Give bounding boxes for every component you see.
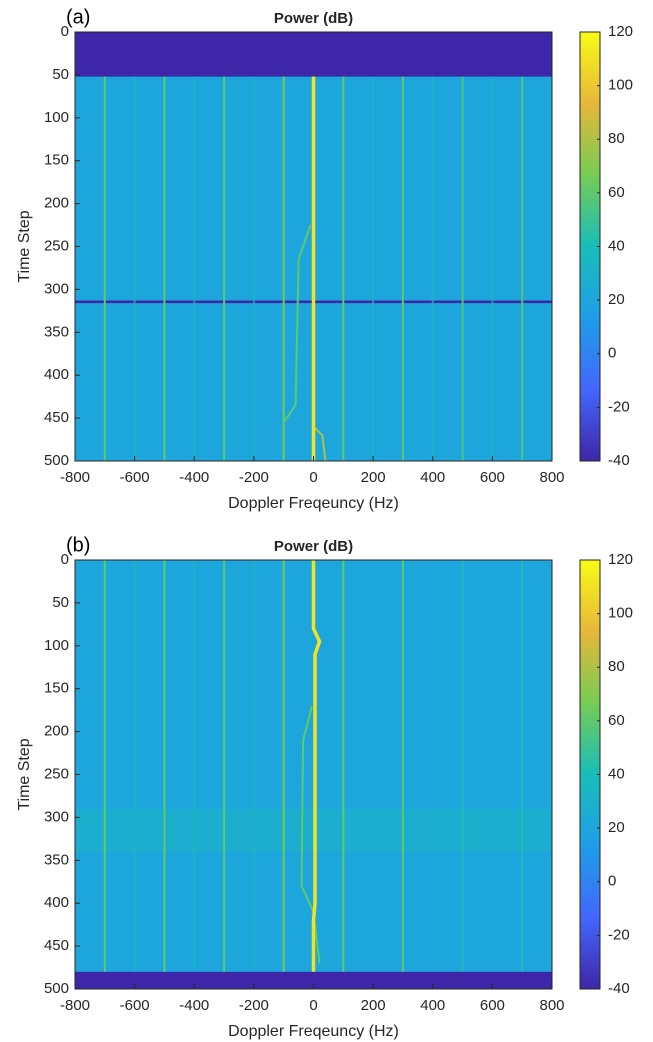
y-tick-label: 250 (44, 765, 69, 782)
x-tick-label: 200 (361, 469, 386, 486)
panel: (a) Power (dB)-800 -600 -400 -200 0 200 400 600 8… (16, 6, 633, 512)
colorbar-tick-label: 60 (608, 184, 625, 201)
x-axis-label: Doppler Freqeuncy (Hz) (228, 495, 399, 512)
colorbar-tick-label: 120 (608, 23, 633, 40)
colorbar-tick-label: 80 (608, 658, 625, 675)
colorbar-tick-label: 20 (608, 819, 625, 836)
colorbar-tick-label: -20 (608, 926, 630, 943)
x-tick-label: -800 (60, 469, 90, 486)
x-tick-label: -600 (120, 997, 150, 1014)
y-tick-label: 500 (44, 980, 69, 997)
power-band (75, 32, 552, 77)
x-tick-label: 600 (480, 997, 505, 1014)
y-axis-label: Time Step (16, 210, 33, 282)
x-tick-label: 0 (309, 997, 317, 1014)
colorbar-tick-label: 0 (608, 345, 616, 362)
y-tick-label: 350 (44, 851, 69, 868)
colorbar-tick-label: 100 (608, 605, 633, 622)
x-tick-label: -800 (60, 997, 90, 1014)
y-tick-label: 50 (52, 594, 69, 611)
panel-label: (a) (66, 6, 90, 28)
y-tick-label: 0 (61, 551, 69, 568)
y-tick-label: 150 (44, 152, 69, 169)
colorbar-tick-label: 120 (608, 551, 633, 568)
y-tick-label: 200 (44, 723, 69, 740)
colorbar-tick-label: 40 (608, 237, 625, 254)
y-tick-label: 50 (52, 66, 69, 83)
x-tick-label: -200 (239, 469, 269, 486)
y-tick-label: 100 (44, 109, 69, 126)
x-tick-label: 400 (420, 997, 445, 1014)
x-tick-label: -400 (179, 997, 209, 1014)
chart-title: Power (dB) (274, 10, 353, 27)
x-tick-label: -400 (179, 469, 209, 486)
colorbar-tick-label: -40 (608, 452, 630, 469)
chart-title: Power (dB) (274, 538, 353, 555)
y-tick-label: 350 (44, 323, 69, 340)
y-tick-label: 150 (44, 680, 69, 697)
spectral-line (282, 224, 312, 423)
colorbar-tick-label: 80 (608, 130, 625, 147)
colorbar-tick-label: -20 (608, 398, 630, 415)
y-tick-label: 500 (44, 452, 69, 469)
x-tick-label: 800 (539, 469, 564, 486)
x-tick-label: 400 (420, 469, 445, 486)
y-tick-label: 400 (44, 894, 69, 911)
x-axis-label: Doppler Freqeuncy (Hz) (228, 1023, 399, 1040)
x-tick-label: 600 (480, 469, 505, 486)
x-tick-label: -600 (120, 469, 150, 486)
y-tick-label: 400 (44, 366, 69, 383)
panel-label: (b) (66, 534, 90, 556)
y-tick-label: 250 (44, 237, 69, 254)
colorbar-tick-label: 20 (608, 291, 625, 308)
colorbar-tick-label: 40 (608, 765, 625, 782)
x-tick-label: -200 (239, 997, 269, 1014)
x-tick-label: 800 (539, 997, 564, 1014)
x-tick-label: 200 (361, 997, 386, 1014)
y-tick-label: 0 (61, 23, 69, 40)
y-tick-label: 200 (44, 195, 69, 212)
colorbar-tick-label: 60 (608, 712, 625, 729)
y-axis-label: Time Step (16, 738, 33, 810)
panel: (b) Power (dB)-800 -600 -400 -200 0 200 400 600 8… (16, 534, 633, 1040)
y-tick-label: 300 (44, 280, 69, 297)
y-tick-label: 100 (44, 637, 69, 654)
spectral-line (311, 560, 322, 972)
y-tick-label: 450 (44, 409, 69, 426)
colorbar-tick-label: -40 (608, 980, 630, 997)
spectral-line (300, 705, 321, 964)
x-tick-label: 0 (309, 469, 317, 486)
colorbar-tick-label: 100 (608, 77, 633, 94)
spectral-line (312, 425, 327, 462)
y-tick-label: 450 (44, 937, 69, 954)
y-tick-label: 300 (44, 808, 69, 825)
colorbar-tick-label: 0 (608, 873, 616, 890)
